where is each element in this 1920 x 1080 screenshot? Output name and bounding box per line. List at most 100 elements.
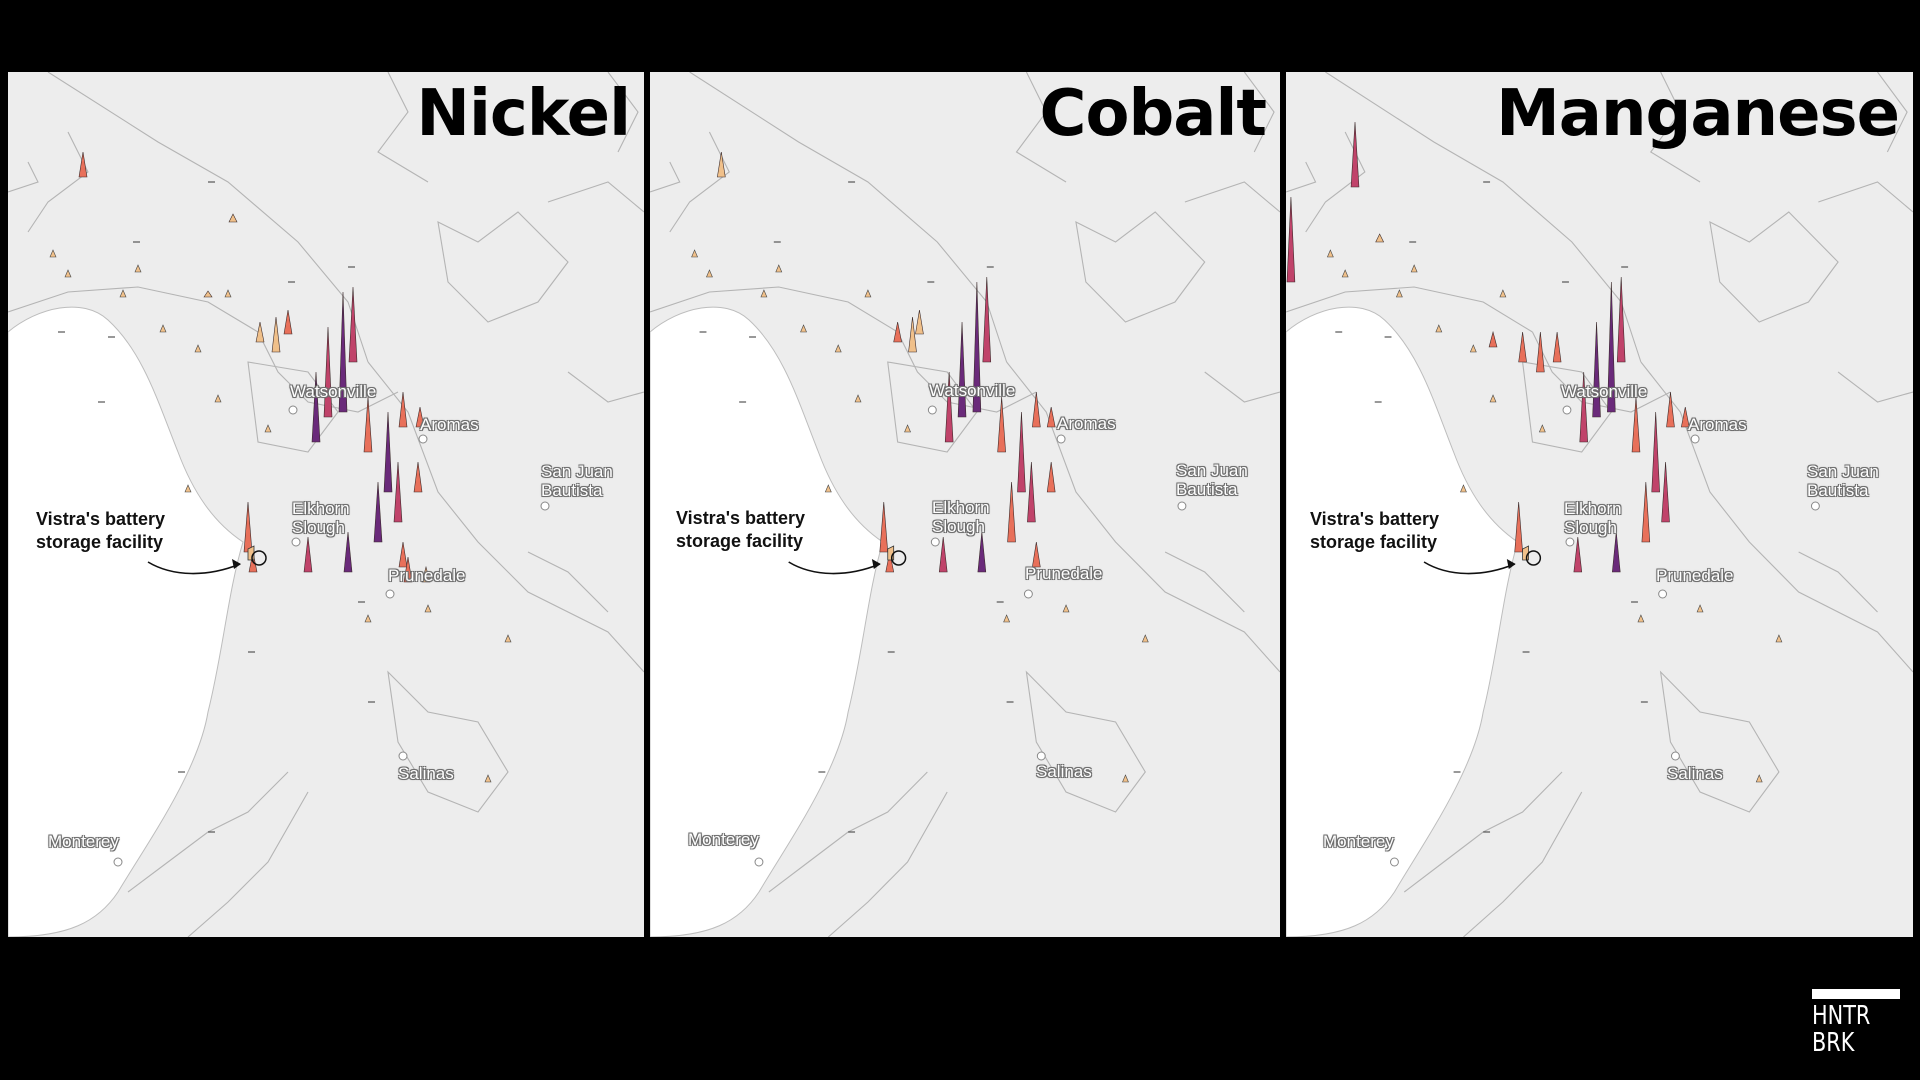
boundary-line	[1877, 72, 1908, 153]
small-spike	[484, 774, 492, 783]
map-panel-nickel: Nickel Watsonville Aromas San Juan Bauti…	[8, 72, 644, 937]
small-spike	[904, 424, 911, 433]
concentration-spike	[893, 321, 902, 343]
boundary-line	[897, 331, 1037, 413]
concentration-spike	[1680, 406, 1690, 428]
metal-title: Manganese	[1496, 77, 1900, 151]
boundary-line	[650, 286, 898, 333]
spike-layer	[691, 151, 1149, 783]
annotation-arrow	[788, 561, 881, 575]
arrow-head	[232, 559, 241, 569]
map-canvas	[1286, 72, 1913, 937]
concentration-spike	[255, 321, 265, 343]
town-marker	[1658, 589, 1668, 599]
small-spike	[1637, 614, 1645, 623]
place-label-prunedale: Prunedale	[388, 566, 466, 585]
ocean-area	[650, 306, 884, 937]
small-spike	[64, 269, 72, 278]
town-marker	[1036, 751, 1046, 761]
concentration-spike	[1651, 411, 1660, 493]
concentration-spike	[944, 371, 954, 443]
facility-circle	[890, 550, 907, 566]
concentration-spike	[421, 565, 431, 583]
town-marker	[385, 589, 395, 599]
concentration-spike	[938, 536, 948, 573]
boundary-line	[607, 72, 639, 153]
concentration-spike	[1046, 406, 1056, 428]
boundary-line	[527, 551, 609, 613]
concentration-spike	[338, 291, 348, 413]
concentration-spike	[1552, 331, 1562, 363]
concentration-spike	[323, 326, 333, 418]
concentration-spike	[1661, 461, 1670, 523]
concentration-spike	[717, 151, 726, 178]
concentration-spike	[311, 371, 321, 443]
boundary-line	[1403, 771, 1563, 893]
boundary-line	[650, 161, 681, 193]
concentration-spike	[1007, 481, 1016, 543]
concentration-spike	[982, 276, 992, 363]
place-label-elkhorn-slough: Elkhorn Slough	[292, 499, 350, 537]
concentration-spike	[271, 316, 281, 353]
arrow-head	[1506, 559, 1516, 569]
small-spike	[119, 289, 127, 298]
small-spike	[864, 289, 872, 298]
concentration-spike	[1488, 330, 1498, 348]
map-base	[8, 72, 644, 937]
boundary-line	[8, 286, 259, 333]
logo-bar	[1812, 989, 1900, 999]
place-label-monterey: Monterey	[688, 830, 759, 849]
small-spike	[1469, 344, 1477, 353]
concentration-spike	[1375, 233, 1385, 243]
boundary-line	[1818, 181, 1913, 213]
logo-line-1: HNTR	[1812, 1001, 1871, 1031]
place-label-watsonville: Watsonville	[1561, 382, 1648, 401]
concentration-spike	[348, 286, 358, 363]
small-spike	[134, 264, 142, 273]
small-spike	[1341, 269, 1349, 278]
concentration-spike	[957, 321, 967, 418]
concentration-spike	[415, 406, 425, 428]
boundary-line	[1025, 670, 1146, 813]
boundary-line	[1204, 371, 1280, 403]
small-spike	[424, 604, 432, 613]
concentration-spike	[413, 461, 423, 493]
facility-circle	[1525, 550, 1542, 566]
place-label-elkhorn-slough: Elkhorn Slough	[932, 498, 990, 536]
small-spike	[1410, 264, 1418, 273]
small-spike	[1755, 774, 1763, 783]
concentration-spike	[972, 281, 982, 413]
place-label-watsonville: Watsonville	[290, 382, 377, 401]
concentration-spike	[243, 501, 253, 553]
small-spike	[49, 249, 57, 258]
small-spike	[834, 344, 842, 353]
concentration-spike	[403, 556, 413, 583]
place-label-monterey: Monterey	[48, 832, 119, 851]
town-marker	[927, 405, 937, 415]
town-marker	[754, 857, 764, 867]
place-label-prunedale: Prunedale	[1656, 566, 1734, 585]
place-label-san-juan-bautista: San Juan Bautista	[541, 462, 613, 500]
concentration-spike	[398, 541, 408, 568]
concentration-spike	[1046, 461, 1056, 493]
town-marker	[1056, 434, 1066, 444]
small-spike	[1460, 484, 1467, 493]
place-label-salinas: Salinas	[1036, 762, 1092, 781]
boundary-line	[187, 791, 309, 937]
small-spike	[1122, 774, 1129, 783]
ocean-area	[1286, 306, 1519, 937]
town-marker	[291, 537, 301, 547]
map-base	[650, 72, 1280, 937]
concentration-spike	[1607, 281, 1616, 413]
concentration-spike	[78, 151, 88, 178]
concentration-spike	[1514, 501, 1523, 553]
concentration-spike	[1518, 331, 1527, 363]
boundary-line	[1006, 361, 1280, 673]
place-label-san-juan-bautista: San Juan Bautista	[1176, 461, 1248, 499]
concentration-spike	[1027, 461, 1036, 523]
boundary-line	[1837, 371, 1913, 403]
boundary-line	[1709, 211, 1839, 323]
boundary-line	[547, 181, 644, 213]
boundary-line	[27, 131, 89, 233]
small-spike	[1435, 324, 1443, 333]
